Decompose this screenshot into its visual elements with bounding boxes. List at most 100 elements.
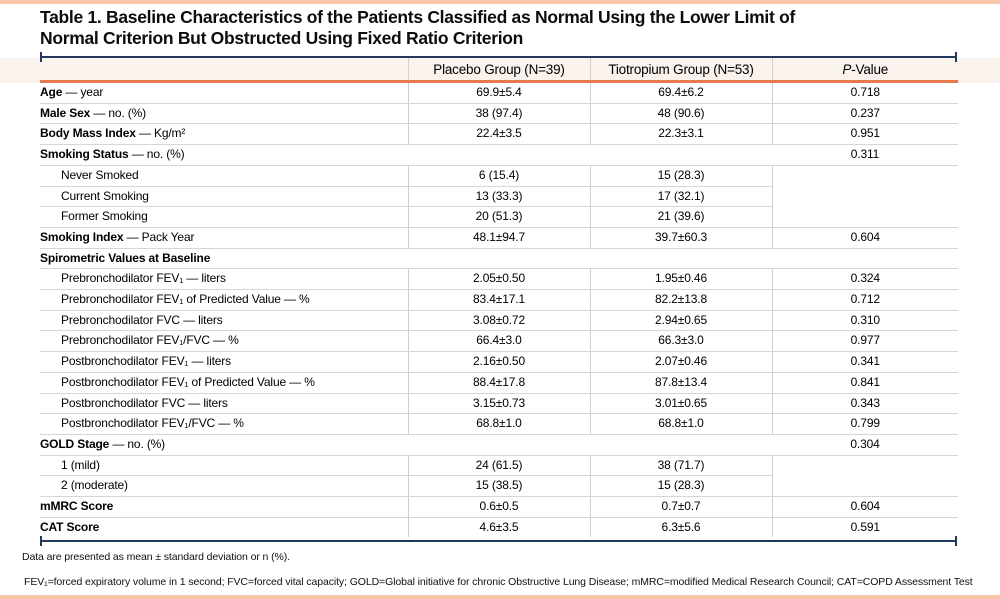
row-label: Postbronchodilator FEV₁ — liters (40, 351, 408, 373)
p-value: 0.712 (771, 289, 958, 311)
top-rule (40, 56, 957, 58)
row-label: Body Mass Index — Kg/m² (40, 123, 408, 146)
row-label-rest: — no. (%) (90, 105, 147, 120)
placebo-value: 48.1±94.7 (407, 227, 590, 249)
tiotropium-value: 39.7±60.3 (589, 227, 772, 249)
row-label-rest: 1 (mild) (61, 457, 100, 472)
row-label: GOLD Stage — no. (%) (40, 434, 772, 456)
row-label: Former Smoking (40, 206, 408, 228)
table-row-post-fev1-fvc: Postbronchodilator FEV₁/FVC — % 68.8±1.0… (40, 413, 958, 435)
row-label-rest: — Kg/m² (135, 126, 186, 141)
table-row-never-smoked: Never Smoked 6 (15.4) 15 (28.3) (40, 165, 958, 228)
row-label: Never Smoked (40, 165, 408, 187)
row-label: Current Smoking (40, 186, 408, 208)
tiotropium-value: 15 (28.3) (589, 165, 772, 187)
row-label-rest: Prebronchodilator FEV₁ of Predicted Valu… (61, 292, 310, 307)
row-label-rest: — Pack Year (123, 229, 195, 244)
table-row-current-smoking: Current Smoking 13 (33.3) 17 (32.1) (40, 186, 958, 208)
p-value: 0.343 (771, 393, 958, 415)
p-value: 0.311 (772, 144, 958, 166)
table-row-cat: CAT Score 4.6±3.5 6.3±5.6 0.591 (40, 517, 958, 538)
row-label-rest: Postbronchodilator FEV₁ — liters (61, 354, 231, 369)
table-row-former-smoking: Former Smoking 20 (51.3) 21 (39.6) (40, 206, 958, 228)
p-value-merged (771, 455, 958, 498)
bottom-rule-right-tick (955, 536, 957, 546)
p-value: 0.718 (771, 81, 958, 104)
table-row-gold-1-mild: 1 (mild) 24 (61.5) 38 (71.7) (40, 455, 958, 498)
row-label-rest: Prebronchodilator FVC — liters (61, 312, 223, 327)
placebo-value: 13 (33.3) (407, 186, 590, 208)
row-label: Prebronchodilator FEV₁ of Predicted Valu… (40, 289, 408, 311)
header-row: Placebo Group (N=39) Tiotropium Group (N… (40, 58, 958, 83)
tiotropium-value: 82.2±13.8 (589, 289, 772, 311)
placebo-value: 15 (38.5) (407, 475, 590, 498)
table-row-pre-fvc: Prebronchodilator FVC — liters 3.08±0.72… (40, 310, 958, 332)
row-label-rest: Postbronchodilator FEV₁/FVC — % (61, 416, 244, 431)
table-row-age: Age — year 69.9±5.4 69.4±6.2 0.718 (40, 81, 958, 104)
row-label-rest: Current Smoking (61, 188, 149, 203)
p-value: 0.604 (771, 227, 958, 249)
row-label: Age — year (40, 81, 408, 104)
column-header-label (40, 58, 408, 83)
row-label-rest: — year (62, 85, 104, 99)
p-value: 0.341 (771, 351, 958, 373)
tiotropium-value: 87.8±13.4 (589, 372, 772, 394)
row-label-bold: CAT Score (40, 519, 100, 534)
table-row-spirometric-section: Spirometric Values at Baseline (40, 248, 958, 270)
tiotropium-value: 38 (71.7) (589, 455, 772, 477)
row-label-bold: Age (40, 85, 63, 99)
table-row-smoking-index: Smoking Index — Pack Year 48.1±94.7 39.7… (40, 227, 958, 249)
placebo-value: 0.6±0.5 (407, 496, 590, 518)
row-label: Prebronchodilator FEV₁/FVC — % (40, 330, 408, 353)
p-value: 0.799 (771, 413, 958, 435)
row-label-bold: Body Mass Index (40, 126, 136, 141)
row-label: Postbronchodilator FEV₁ of Predicted Val… (40, 372, 408, 394)
row-label-bold: mMRC Score (40, 499, 114, 514)
placebo-value: 22.4±3.5 (407, 123, 590, 146)
row-label-rest: — no. (%) (109, 436, 166, 451)
tiotropium-value: 17 (32.1) (589, 186, 772, 208)
placebo-value: 24 (61.5) (407, 455, 590, 477)
row-label-rest: Never Smoked (61, 167, 139, 182)
tiotropium-value: 6.3±5.6 (589, 517, 772, 538)
row-label-rest: 2 (moderate) (61, 478, 128, 493)
row-label: 1 (mild) (40, 455, 408, 477)
placebo-value: 88.4±17.8 (407, 372, 590, 394)
tiotropium-value: 22.3±3.1 (589, 123, 772, 146)
tiotropium-value: 3.01±0.65 (589, 393, 772, 415)
tiotropium-value: 68.8±1.0 (589, 413, 772, 435)
row-label-rest: Prebronchodilator FEV₁ — liters (61, 271, 226, 286)
p-value: 0.304 (772, 434, 958, 456)
tiotropium-value: 66.3±3.0 (589, 330, 772, 353)
section-label: Spirometric Values at Baseline (40, 248, 958, 270)
top-rule-right-tick (955, 52, 957, 62)
row-label-bold: Smoking Status (40, 147, 129, 162)
row-label-bold: Spirometric Values at Baseline (40, 250, 211, 265)
table-row-male-sex: Male Sex — no. (%) 38 (97.4) 48 (90.6) 0… (40, 103, 958, 125)
row-label: Male Sex — no. (%) (40, 103, 408, 125)
row-label: Smoking Index — Pack Year (40, 227, 408, 249)
row-label-rest: Postbronchodilator FVC — liters (61, 395, 228, 410)
p-value: 0.841 (771, 372, 958, 394)
footnote-data-note: Data are presented as mean ± standard de… (22, 551, 290, 563)
tiotropium-value: 0.7±0.7 (589, 496, 772, 518)
top-rule-left-tick (40, 52, 42, 62)
row-label: Prebronchodilator FEV₁ — liters (40, 268, 408, 291)
bottom-rule-left-tick (40, 536, 42, 546)
row-label: Prebronchodilator FVC — liters (40, 310, 408, 332)
p-value-merged (771, 165, 958, 228)
row-label-bold: GOLD Stage (40, 436, 110, 451)
bottom-rule (40, 540, 957, 542)
pvalue-header-italic-p: P (842, 61, 852, 77)
table-row-post-fev1-predicted: Postbronchodilator FEV₁ of Predicted Val… (40, 372, 958, 394)
tiotropium-value: 69.4±6.2 (589, 81, 772, 104)
placebo-value: 68.8±1.0 (407, 413, 590, 435)
page-bottom-border (0, 595, 1000, 599)
table-row-gold-stage: GOLD Stage — no. (%) 0.304 (40, 434, 958, 456)
tiotropium-value: 15 (28.3) (589, 475, 772, 498)
p-value: 0.324 (771, 268, 958, 291)
table-row-pre-fev1-predicted: Prebronchodilator FEV₁ of Predicted Valu… (40, 289, 958, 311)
row-label-rest: Postbronchodilator FEV₁ of Predicted Val… (61, 374, 315, 389)
p-value: 0.951 (771, 123, 958, 146)
